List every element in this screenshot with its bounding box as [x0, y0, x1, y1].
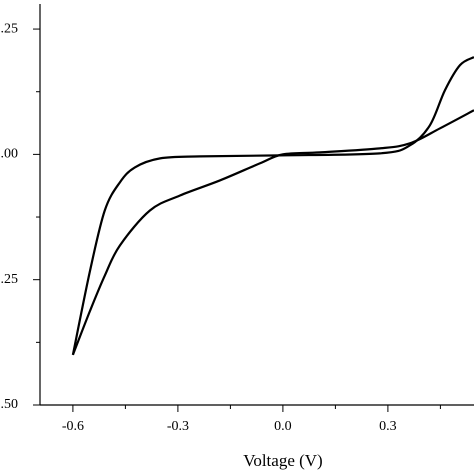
- x-tick-label: -0.3: [167, 419, 189, 434]
- data-line: [71, 56, 474, 356]
- y-tick-label: .00: [1, 147, 19, 162]
- x-tick-label: 0.0: [274, 419, 292, 434]
- y-tick-label: .25: [1, 21, 19, 36]
- y-tick-label: .25: [1, 272, 19, 287]
- y-tick-label: .50: [1, 397, 19, 412]
- x-tick-label: -0.6: [62, 419, 84, 434]
- x-axis-label: Voltage (V): [243, 451, 322, 470]
- x-tick-label: 0.3: [379, 419, 397, 434]
- data-line: [71, 109, 474, 356]
